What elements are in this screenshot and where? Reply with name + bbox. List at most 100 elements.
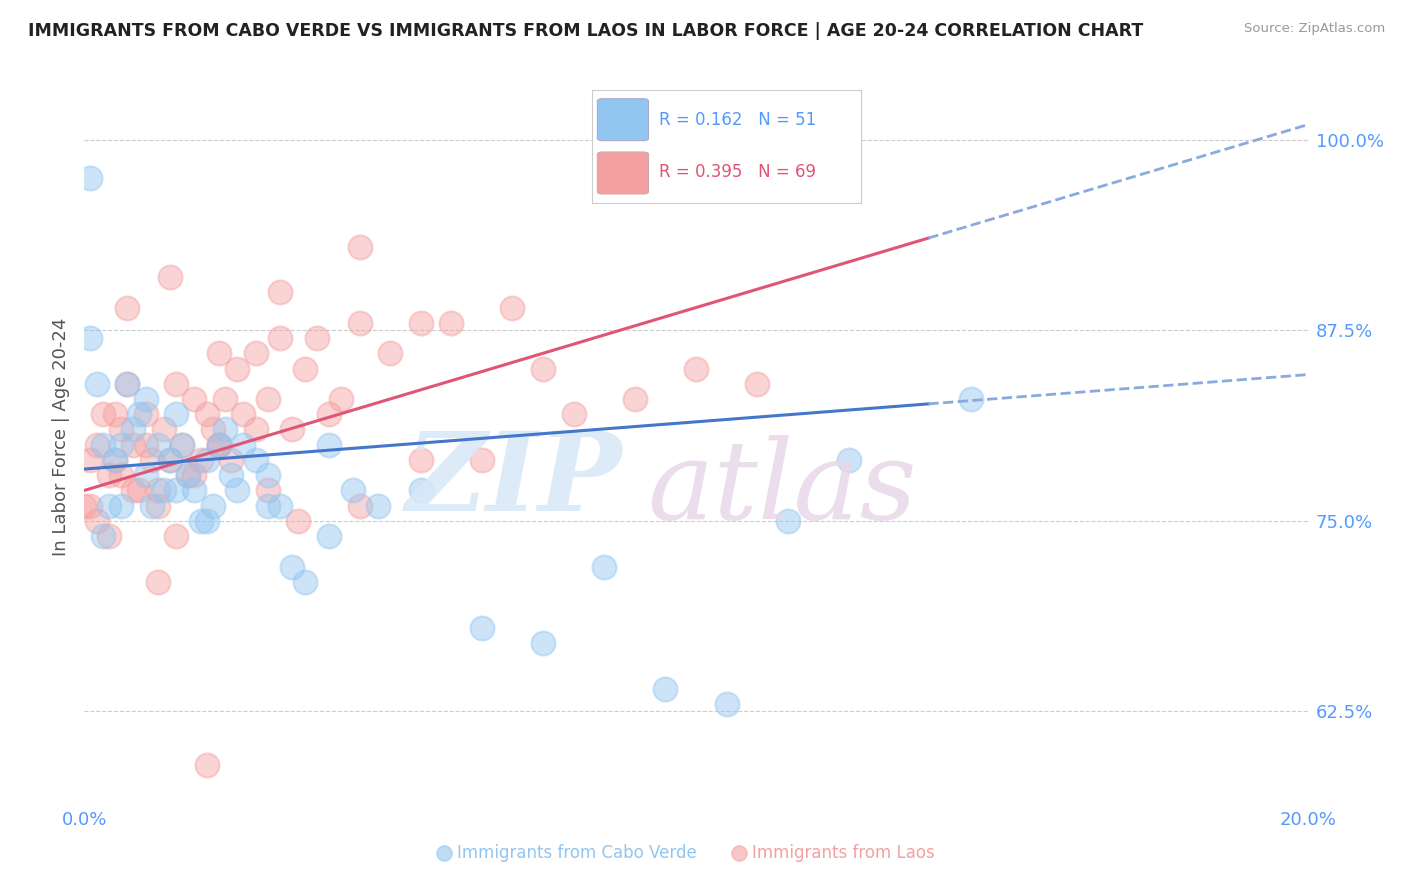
Point bbox=[159, 453, 181, 467]
Point bbox=[716, 697, 738, 711]
Point bbox=[135, 438, 157, 452]
Point bbox=[115, 301, 138, 315]
Point bbox=[305, 331, 328, 345]
Point bbox=[110, 499, 132, 513]
Point bbox=[245, 422, 267, 436]
Point bbox=[531, 361, 554, 376]
Point bbox=[183, 483, 205, 498]
Point bbox=[349, 499, 371, 513]
Point bbox=[135, 407, 157, 421]
Point bbox=[349, 239, 371, 253]
Point bbox=[838, 453, 860, 467]
Text: Immigrants from Cabo Verde: Immigrants from Cabo Verde bbox=[457, 844, 697, 862]
Point bbox=[165, 407, 187, 421]
Point bbox=[97, 499, 120, 513]
Point bbox=[91, 529, 114, 543]
Point bbox=[172, 438, 194, 452]
Point bbox=[91, 407, 114, 421]
Point bbox=[195, 453, 218, 467]
Point bbox=[201, 422, 224, 436]
Point bbox=[195, 407, 218, 421]
Point bbox=[318, 529, 340, 543]
Point bbox=[104, 453, 127, 467]
Point bbox=[135, 392, 157, 406]
Point bbox=[110, 438, 132, 452]
Point bbox=[153, 483, 176, 498]
Point bbox=[349, 316, 371, 330]
Point bbox=[91, 438, 114, 452]
Point bbox=[86, 514, 108, 528]
Point bbox=[208, 346, 231, 360]
Point bbox=[269, 499, 291, 513]
Point bbox=[201, 499, 224, 513]
Text: atlas: atlas bbox=[647, 434, 917, 542]
Point bbox=[159, 270, 181, 285]
Point bbox=[471, 621, 494, 635]
Point bbox=[257, 499, 280, 513]
Point bbox=[110, 468, 132, 483]
Point bbox=[245, 453, 267, 467]
Point bbox=[409, 316, 432, 330]
Point bbox=[165, 483, 187, 498]
Point bbox=[183, 468, 205, 483]
Point bbox=[73, 499, 96, 513]
Point bbox=[294, 574, 316, 589]
Point bbox=[208, 438, 231, 452]
Point bbox=[471, 453, 494, 467]
Point bbox=[79, 453, 101, 467]
Point bbox=[190, 453, 212, 467]
Point bbox=[146, 574, 169, 589]
Point bbox=[685, 361, 707, 376]
Point bbox=[960, 392, 983, 406]
Point bbox=[195, 757, 218, 772]
Point bbox=[172, 438, 194, 452]
Point bbox=[153, 422, 176, 436]
Point bbox=[367, 499, 389, 513]
Point bbox=[183, 392, 205, 406]
Point bbox=[269, 331, 291, 345]
Point bbox=[245, 346, 267, 360]
Point bbox=[281, 422, 304, 436]
Point bbox=[122, 483, 145, 498]
Point bbox=[502, 301, 524, 315]
Y-axis label: In Labor Force | Age 20-24: In Labor Force | Age 20-24 bbox=[52, 318, 70, 557]
Point bbox=[281, 559, 304, 574]
Text: Source: ZipAtlas.com: Source: ZipAtlas.com bbox=[1244, 22, 1385, 36]
Point bbox=[776, 514, 799, 528]
Point bbox=[146, 483, 169, 498]
Point bbox=[190, 514, 212, 528]
Point bbox=[257, 392, 280, 406]
Point bbox=[104, 407, 127, 421]
Point bbox=[257, 468, 280, 483]
Point bbox=[97, 529, 120, 543]
Point bbox=[747, 376, 769, 391]
Point bbox=[294, 361, 316, 376]
Point bbox=[141, 499, 163, 513]
Point bbox=[86, 376, 108, 391]
Point bbox=[115, 376, 138, 391]
Point bbox=[177, 468, 200, 483]
Point bbox=[318, 438, 340, 452]
Point bbox=[86, 438, 108, 452]
Point bbox=[287, 514, 309, 528]
Point bbox=[135, 468, 157, 483]
Point bbox=[128, 483, 150, 498]
Point bbox=[318, 407, 340, 421]
Text: IMMIGRANTS FROM CABO VERDE VS IMMIGRANTS FROM LAOS IN LABOR FORCE | AGE 20-24 CO: IMMIGRANTS FROM CABO VERDE VS IMMIGRANTS… bbox=[28, 22, 1143, 40]
Point bbox=[104, 453, 127, 467]
Point bbox=[79, 171, 101, 186]
Point bbox=[79, 499, 101, 513]
Point bbox=[128, 407, 150, 421]
Point bbox=[531, 636, 554, 650]
Point bbox=[214, 392, 236, 406]
Point bbox=[232, 407, 254, 421]
Point bbox=[219, 468, 242, 483]
Point bbox=[177, 468, 200, 483]
Text: Immigrants from Laos: Immigrants from Laos bbox=[752, 844, 935, 862]
Point bbox=[159, 453, 181, 467]
Point bbox=[654, 681, 676, 696]
Point bbox=[219, 453, 242, 467]
Point bbox=[624, 392, 647, 406]
Point bbox=[257, 483, 280, 498]
Point bbox=[440, 316, 463, 330]
